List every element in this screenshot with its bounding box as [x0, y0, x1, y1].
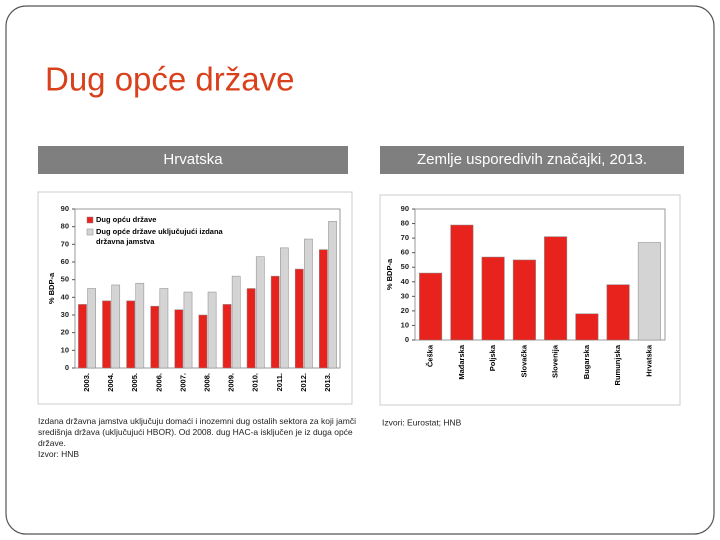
- legend-box: [84, 213, 234, 257]
- y-tick-label: 50: [401, 262, 409, 271]
- y-tick-label: 80: [401, 219, 409, 228]
- bar: [319, 249, 328, 369]
- bar: [102, 300, 111, 369]
- y-tick-label: 70: [401, 233, 409, 242]
- bar: [255, 256, 265, 369]
- x-tick-label: Poljska: [488, 344, 497, 371]
- x-tick-label: 2008.: [202, 373, 211, 392]
- x-tick-label: Rumunjska: [613, 344, 622, 385]
- x-tick-label: 2006.: [154, 373, 163, 392]
- y-tick-label: 40: [61, 292, 69, 301]
- x-tick-label: 2003.: [82, 373, 91, 392]
- bar: [450, 224, 474, 341]
- y-tick-label: 20: [401, 306, 409, 315]
- bar: [159, 288, 169, 369]
- x-tick-label: Mađarska: [457, 344, 466, 379]
- y-tick-label: 90: [401, 204, 409, 213]
- legend-swatch: [86, 216, 94, 224]
- header-bar: [38, 146, 348, 174]
- y-tick-label: 60: [61, 257, 69, 266]
- y-axis-label: % BDP-a: [385, 258, 394, 290]
- legend-label: Dug opće države uključujući izdana državn…: [96, 227, 224, 246]
- bar: [78, 304, 87, 369]
- bar: [575, 313, 599, 341]
- note: Izdana državna jamstva uključuju domaći …: [38, 416, 356, 448]
- bar: [87, 288, 96, 369]
- bar: [512, 259, 536, 341]
- bar: [637, 242, 661, 341]
- x-tick-label: 2013.: [323, 373, 332, 392]
- bar: [174, 309, 184, 369]
- bar: [270, 275, 280, 369]
- bar: [419, 272, 443, 341]
- bar: [222, 304, 232, 369]
- y-tick-label: 60: [401, 248, 409, 257]
- bar: [481, 256, 505, 341]
- bar: [328, 221, 337, 369]
- legend-swatch: [86, 228, 94, 236]
- bar: [150, 305, 160, 369]
- bar: [304, 238, 313, 369]
- bar: [280, 247, 289, 369]
- x-tick-label: 2005.: [130, 373, 139, 392]
- y-tick-label: 30: [401, 291, 409, 300]
- panel-header: Zemlje usporedivih značajki, 2013.: [417, 151, 647, 168]
- y-tick-label: 0: [405, 335, 409, 344]
- x-tick-label: 2012.: [299, 373, 308, 392]
- bar: [606, 284, 630, 341]
- y-tick-label: 80: [61, 222, 69, 231]
- bar: [135, 282, 145, 369]
- x-tick-label: Hrvatska: [644, 344, 653, 377]
- bar: [183, 291, 193, 369]
- x-tick-label: Češka: [426, 344, 435, 367]
- y-axis-label: % BDP-a: [47, 272, 56, 304]
- y-tick-label: 40: [401, 277, 409, 286]
- bar: [231, 275, 241, 369]
- y-tick-label: 20: [61, 328, 69, 337]
- y-tick-label: 50: [61, 275, 69, 284]
- bar: [126, 300, 135, 369]
- y-tick-label: 90: [61, 204, 69, 213]
- legend-label: Dug opću države: [96, 215, 156, 224]
- note: Izvori: Eurostat; HNB: [382, 417, 462, 427]
- y-tick-label: 30: [61, 310, 69, 319]
- bar: [198, 314, 208, 369]
- x-tick-label: Slovačka: [519, 344, 528, 377]
- x-tick-label: 2004.: [106, 373, 115, 392]
- x-tick-label: 2011.: [275, 373, 284, 391]
- y-tick-label: 10: [61, 345, 69, 354]
- y-tick-label: 0: [65, 363, 69, 372]
- y-tick-label: 70: [61, 239, 69, 248]
- x-tick-label: 2009.: [227, 373, 236, 392]
- bar: [207, 291, 217, 369]
- x-tick-label: 2007.: [178, 373, 187, 392]
- header-bar: [380, 146, 684, 174]
- bar: [246, 288, 256, 369]
- bar: [111, 284, 121, 369]
- x-tick-label: Bugarska: [582, 344, 591, 379]
- y-tick-label: 10: [401, 320, 409, 329]
- panel-header: Hrvatska: [163, 151, 223, 168]
- bar: [294, 268, 304, 369]
- note: Izvor: HNB: [38, 449, 80, 459]
- bar: [544, 236, 568, 341]
- note-box: Izdana državna jamstva uključuju domaći …: [38, 416, 356, 459]
- slide-title: Dug opće države: [45, 61, 294, 98]
- x-tick-label: 2010.: [251, 373, 260, 392]
- x-tick-label: Slovenija: [551, 344, 560, 378]
